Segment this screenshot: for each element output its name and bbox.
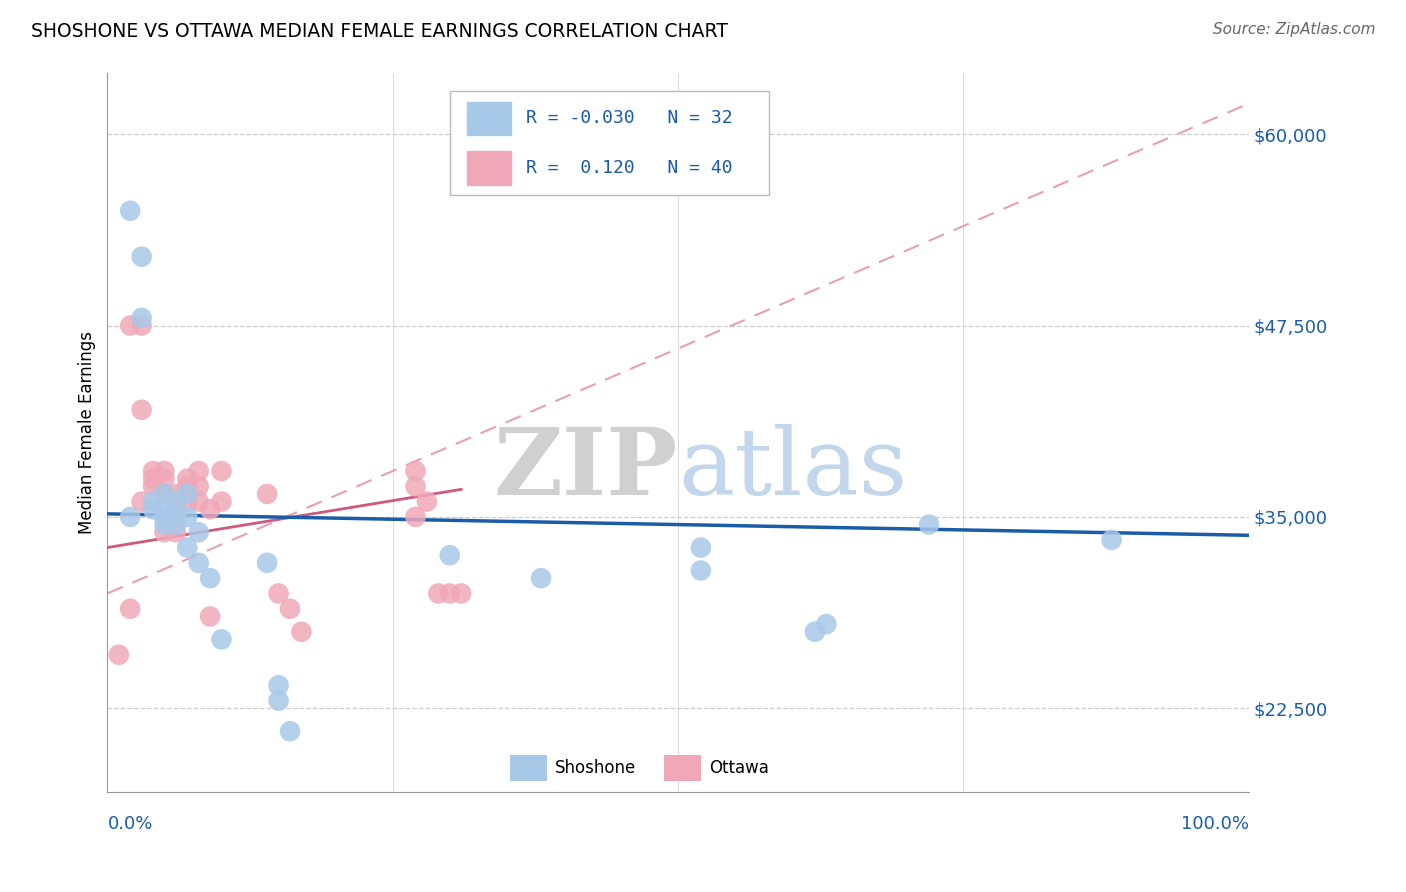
Point bbox=[815, 617, 838, 632]
FancyBboxPatch shape bbox=[467, 102, 512, 135]
Point bbox=[153, 487, 176, 501]
FancyBboxPatch shape bbox=[664, 755, 700, 781]
Point bbox=[176, 479, 198, 493]
Point bbox=[198, 609, 221, 624]
Point bbox=[187, 494, 209, 508]
Point bbox=[256, 556, 278, 570]
Point bbox=[187, 464, 209, 478]
Point bbox=[120, 510, 142, 524]
Point bbox=[142, 464, 165, 478]
Point bbox=[176, 472, 198, 486]
Point bbox=[198, 571, 221, 585]
Point bbox=[153, 525, 176, 540]
Point bbox=[131, 250, 153, 264]
Point bbox=[165, 487, 187, 501]
Point bbox=[405, 510, 427, 524]
Point bbox=[165, 517, 187, 532]
Point bbox=[689, 564, 711, 578]
Text: Shoshone: Shoshone bbox=[555, 759, 636, 777]
Point bbox=[187, 479, 209, 493]
Point bbox=[176, 487, 198, 501]
Point bbox=[153, 464, 176, 478]
Point bbox=[1101, 533, 1123, 547]
Point bbox=[267, 586, 290, 600]
Point bbox=[131, 494, 153, 508]
Point bbox=[153, 510, 176, 524]
Point bbox=[689, 541, 711, 555]
Point bbox=[211, 494, 233, 508]
Point bbox=[427, 586, 450, 600]
Point bbox=[142, 479, 165, 493]
Text: SHOSHONE VS OTTAWA MEDIAN FEMALE EARNINGS CORRELATION CHART: SHOSHONE VS OTTAWA MEDIAN FEMALE EARNING… bbox=[31, 22, 728, 41]
Point bbox=[416, 494, 439, 508]
Point bbox=[120, 203, 142, 218]
Point bbox=[165, 510, 187, 524]
Point bbox=[439, 586, 461, 600]
Point bbox=[153, 487, 176, 501]
Point bbox=[142, 502, 165, 516]
Text: R =  0.120   N = 40: R = 0.120 N = 40 bbox=[526, 159, 733, 177]
Text: 0.0%: 0.0% bbox=[107, 815, 153, 833]
Point bbox=[142, 494, 165, 508]
Point bbox=[804, 624, 827, 639]
Point bbox=[176, 494, 198, 508]
Point bbox=[165, 494, 187, 508]
Point bbox=[267, 678, 290, 692]
FancyBboxPatch shape bbox=[450, 91, 769, 195]
Point bbox=[142, 472, 165, 486]
Point bbox=[165, 510, 187, 524]
Point bbox=[290, 624, 312, 639]
Point bbox=[120, 318, 142, 333]
Point bbox=[165, 494, 187, 508]
Point bbox=[267, 693, 290, 707]
Point bbox=[405, 464, 427, 478]
Point bbox=[153, 472, 176, 486]
Point bbox=[131, 402, 153, 417]
Point bbox=[278, 724, 301, 739]
Point bbox=[187, 525, 209, 540]
Text: Source: ZipAtlas.com: Source: ZipAtlas.com bbox=[1212, 22, 1375, 37]
Point bbox=[153, 510, 176, 524]
FancyBboxPatch shape bbox=[510, 755, 547, 781]
Text: ZIP: ZIP bbox=[494, 424, 678, 514]
Text: 100.0%: 100.0% bbox=[1181, 815, 1249, 833]
Point bbox=[439, 548, 461, 562]
Point bbox=[131, 318, 153, 333]
Point bbox=[256, 487, 278, 501]
Point bbox=[211, 464, 233, 478]
Point bbox=[918, 517, 941, 532]
Point bbox=[120, 601, 142, 615]
Point bbox=[131, 310, 153, 325]
Point bbox=[165, 525, 187, 540]
Y-axis label: Median Female Earnings: Median Female Earnings bbox=[79, 331, 96, 534]
Point bbox=[165, 502, 187, 516]
Text: Ottawa: Ottawa bbox=[709, 759, 769, 777]
Point bbox=[107, 648, 129, 662]
Point bbox=[450, 586, 472, 600]
Point bbox=[153, 517, 176, 532]
Point bbox=[176, 541, 198, 555]
Point bbox=[176, 510, 198, 524]
Point bbox=[211, 632, 233, 647]
Point bbox=[278, 601, 301, 615]
FancyBboxPatch shape bbox=[467, 152, 512, 185]
Point bbox=[153, 502, 176, 516]
Point bbox=[187, 556, 209, 570]
Point bbox=[530, 571, 553, 585]
Text: R = -0.030   N = 32: R = -0.030 N = 32 bbox=[526, 110, 733, 128]
Point bbox=[198, 502, 221, 516]
Text: atlas: atlas bbox=[678, 424, 907, 514]
Point bbox=[405, 479, 427, 493]
